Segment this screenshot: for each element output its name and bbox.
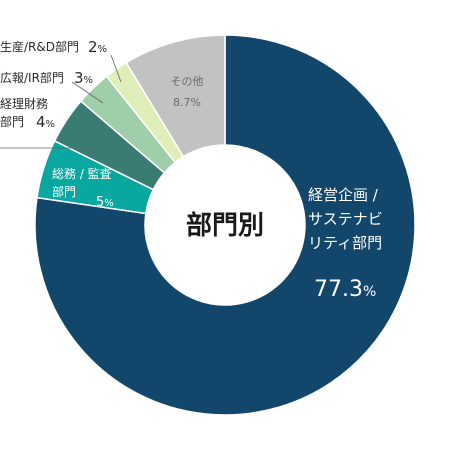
slice-label-somu-line1: 総務 / 監査 bbox=[52, 166, 112, 181]
slice-label-keiei-line1: 経営企画 / bbox=[308, 186, 379, 204]
slice-label-keiri-line2: 部門 bbox=[0, 114, 24, 129]
slice-label-seisan: 生産/R&D部門 bbox=[0, 39, 79, 54]
slice-value-somu: 5% bbox=[96, 195, 114, 210]
leader-lines bbox=[0, 54, 122, 149]
center-label: 部門別 bbox=[186, 211, 264, 241]
leader-line-seisan bbox=[110, 54, 122, 83]
slice-label-somu-line2: 部門 bbox=[52, 184, 76, 199]
slice-value-keiri: 4% bbox=[36, 113, 55, 131]
slice-label-keiei-line2: サステナビ bbox=[308, 210, 383, 228]
leader-line-koho bbox=[71, 81, 104, 104]
slice-label-koho: 広報/IR部門 bbox=[0, 70, 64, 85]
slice-value-seisan: 2% bbox=[88, 38, 107, 56]
slice-label-sonota: その他 bbox=[171, 75, 204, 88]
slice-value-sonota: 8.7% bbox=[173, 96, 201, 109]
donut-hole bbox=[145, 145, 305, 305]
slice-label-keiri-line1: 経理財務 bbox=[0, 96, 48, 111]
slice-value-koho: 3% bbox=[74, 69, 93, 87]
slice-label-keiei-line3: リティ部門 bbox=[308, 234, 382, 252]
slice-value-keiei: 77.3% bbox=[314, 277, 376, 302]
